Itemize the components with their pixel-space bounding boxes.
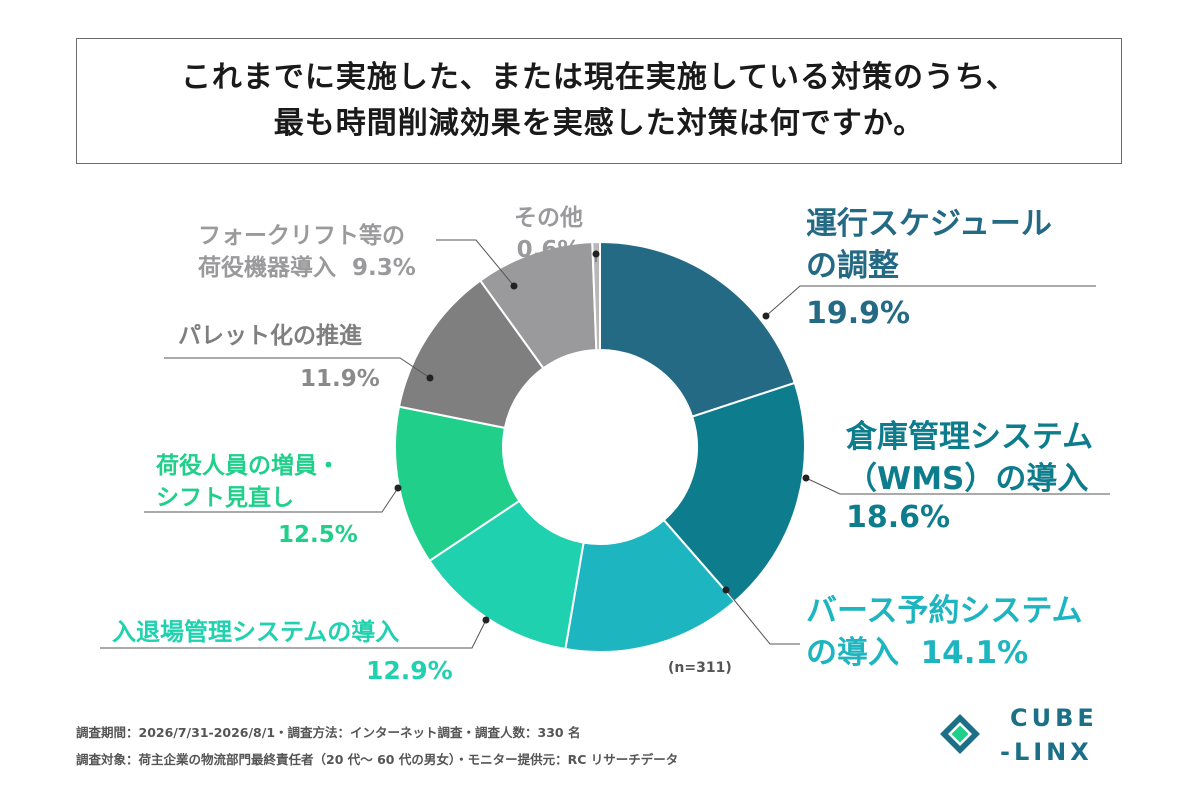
- donut-slice-0: [599, 240, 796, 418]
- label-slice-4-line-1: 荷役人員の増員・: [156, 453, 340, 479]
- pct-slice-2: 14.1%: [920, 635, 1029, 671]
- label-slice-2-line-2: の導入: [806, 635, 899, 671]
- label-slice-1-line-2: （WMS）の導入: [846, 461, 1089, 497]
- cube-linx-logo: CUBE -LINX: [938, 700, 1128, 780]
- leader-line-2: [725, 589, 800, 645]
- footer-line-2: 調査対象：荷主企業の物流部門最終責任者（20 代～ 60 代の男女）・モニター提…: [76, 752, 679, 767]
- label-slice-6-line-2-wrap: 荷役機器導入 9.3%: [198, 252, 416, 284]
- label-slice-6-line-1: フォークリフト等の: [198, 223, 405, 249]
- leader-dot-7: [592, 250, 600, 258]
- leader-dot-4: [394, 484, 402, 492]
- leader-line-4: [144, 487, 399, 513]
- label-slice-4-line-2: シフト見直し: [156, 485, 294, 511]
- leader-line-0: [765, 285, 1096, 317]
- pct-slice-7: 0.6%: [516, 237, 581, 263]
- title-box: これまでに実施した、または現在実施している対策のうち、 最も時間削減効果を実感し…: [76, 38, 1122, 164]
- label-slice-3: 入退場管理システムの導入: [112, 616, 399, 648]
- label-slice-2-line-2-wrap: の導入 14.1%: [806, 632, 1083, 674]
- donut-slice-2: [564, 518, 737, 653]
- pct-slice-1: 18.6%: [846, 500, 951, 535]
- label-slice-2-line-1: バース予約システム: [806, 593, 1083, 629]
- label-slice-7-line-1: その他: [514, 205, 583, 231]
- logo-text-line-1: CUBE: [1010, 704, 1098, 732]
- leader-dot-5: [426, 374, 434, 382]
- label-slice-7: その他 0.6%: [514, 202, 583, 266]
- title-line-2: 最も時間削減効果を実感した対策は何ですか。: [273, 106, 925, 141]
- logo-text-line-2: -LINX: [1000, 738, 1093, 766]
- sample-size-note: (n=311): [668, 660, 732, 676]
- footer-line-1: 調査期間：2026/7/31-2026/8/1・調査方法：インターネット調査・調…: [76, 725, 581, 740]
- label-slice-3-line-1: 入退場管理システムの導入: [112, 618, 400, 646]
- label-slice-5: パレット化の推進: [178, 320, 362, 352]
- label-slice-2: バース予約システム の導入 14.1%: [806, 590, 1083, 674]
- pct-slice-4: 12.5%: [278, 522, 358, 548]
- leader-line-6: [436, 239, 515, 287]
- label-slice-6: フォークリフト等の 荷役機器導入 9.3%: [198, 220, 416, 284]
- pct-slice-6: 9.3%: [352, 255, 416, 281]
- pct-slice-3: 12.9%: [366, 656, 453, 685]
- leader-dot-0: [762, 312, 770, 320]
- leader-line-5: [164, 357, 431, 379]
- title-line-1: これまでに実施した、または現在実施している対策のうち、: [180, 60, 1018, 95]
- donut-slice-7: [591, 240, 601, 352]
- logo-mark-icon: [940, 714, 980, 754]
- leader-dot-2: [722, 586, 730, 594]
- label-slice-0-line-2: の調整: [806, 248, 899, 284]
- donut-slice-1: [662, 381, 806, 603]
- leader-dot-3: [482, 616, 490, 624]
- label-slice-1-line-1: 倉庫管理システム: [846, 419, 1094, 455]
- pct-slice-0: 19.9%: [806, 296, 911, 331]
- leader-line-1: [805, 477, 1110, 495]
- label-slice-1: 倉庫管理システム （WMS）の導入: [846, 416, 1093, 500]
- leader-line-3: [100, 619, 487, 649]
- label-slice-5-line-1: パレット化の推進: [178, 323, 362, 349]
- label-slice-4: 荷役人員の増員・ シフト見直し: [156, 450, 340, 514]
- label-slice-6-line-2: 荷役機器導入: [198, 255, 336, 281]
- label-slice-0-line-1: 運行スケジュール: [806, 206, 1052, 242]
- leader-dot-6: [510, 282, 518, 290]
- pct-slice-5: 11.9%: [300, 366, 380, 392]
- leader-dot-1: [802, 474, 810, 482]
- label-slice-0: 運行スケジュール の調整: [806, 203, 1052, 287]
